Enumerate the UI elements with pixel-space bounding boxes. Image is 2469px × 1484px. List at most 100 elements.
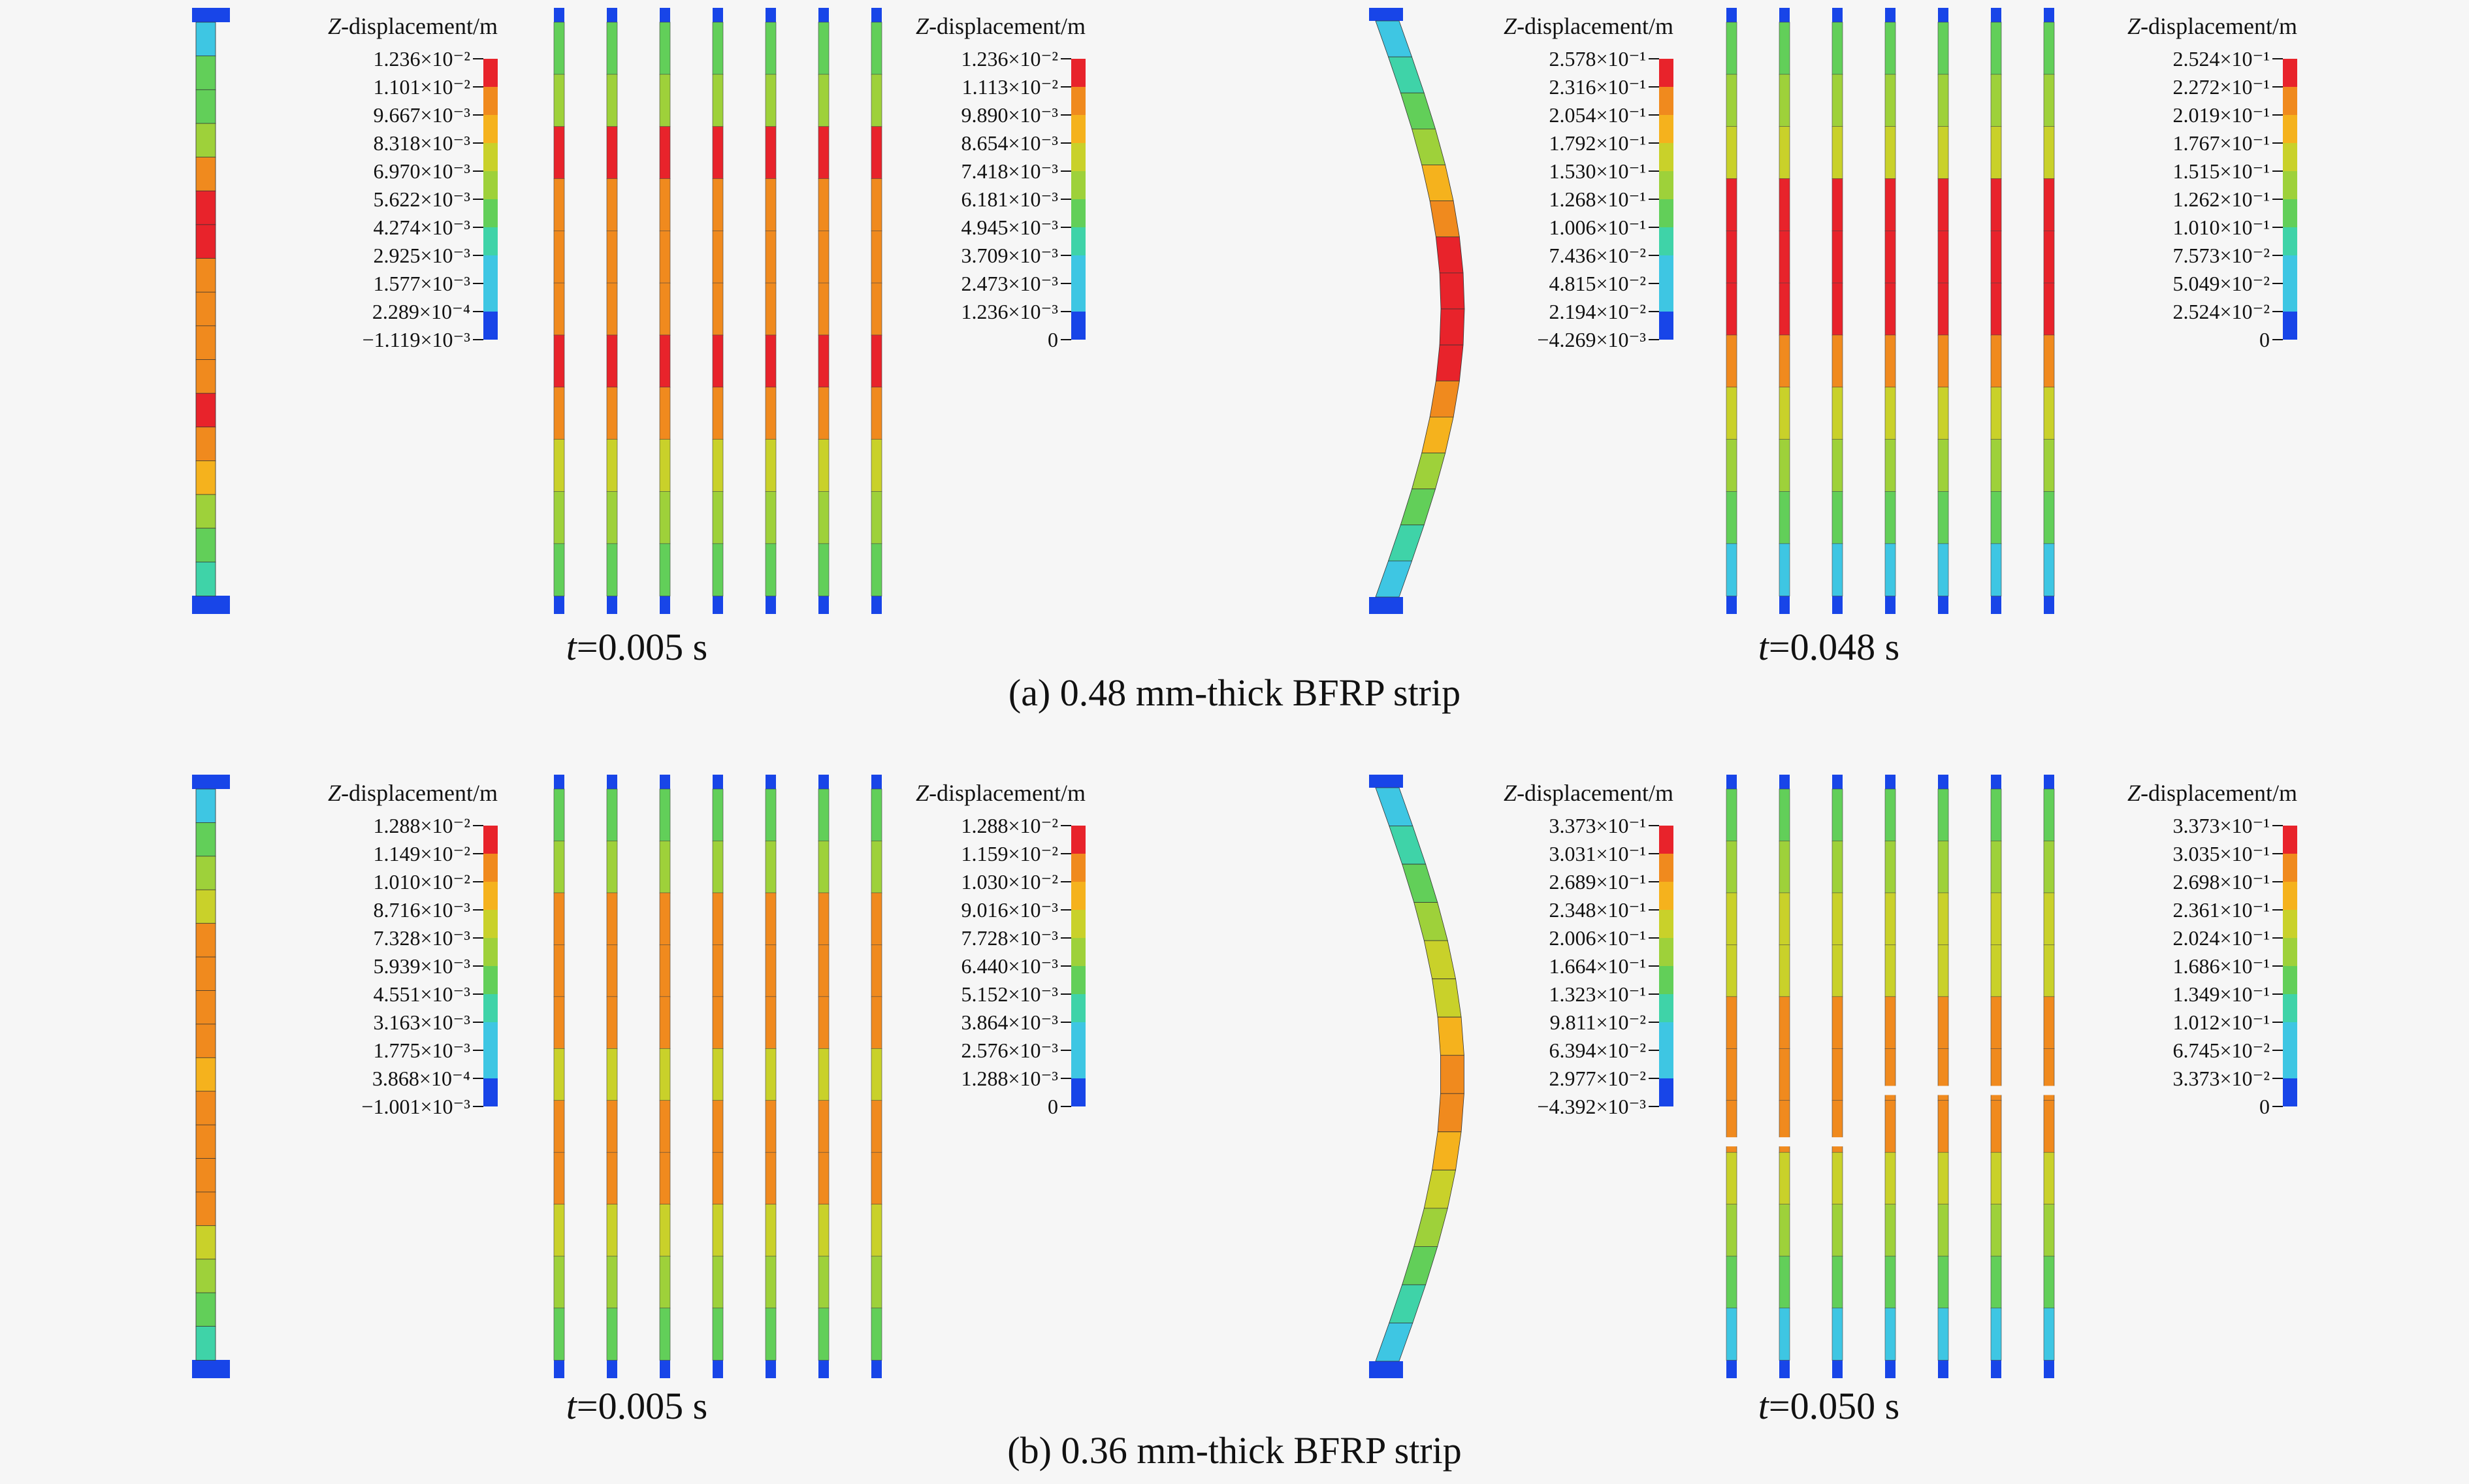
legend-color-band [2283, 994, 2297, 1022]
legend-value-label: 2.019×10⁻¹ [2172, 103, 2270, 127]
figure-row: Z-displacement/m1.288×10⁻²1.149×10⁻²1.01… [192, 775, 2297, 1472]
strip-segment [818, 841, 830, 894]
strip-segment [606, 1048, 618, 1101]
simulation-panel: Z-displacement/m2.578×10⁻¹2.316×10⁻¹2.05… [1369, 8, 2297, 668]
legend-title-text: -displacement/m [341, 780, 498, 806]
legend-title-variable: Z [1504, 13, 1517, 39]
legend-color-band [1659, 283, 1673, 312]
legend-color-band [1659, 1050, 1673, 1078]
strip-bottom-anchor [1991, 596, 2001, 614]
strip-top-anchor [1832, 8, 1843, 22]
strip-segment [712, 1100, 724, 1153]
side-view-segment [195, 1225, 216, 1260]
legend-value-label: 3.031×10⁻¹ [1549, 842, 1646, 865]
strip-segment [1779, 892, 1790, 946]
strip-segment [553, 1100, 565, 1153]
legend-color-band [1659, 1078, 1673, 1106]
strip-segment [1884, 334, 1896, 388]
strip-segment [553, 491, 565, 544]
side-view-segment [1437, 1016, 1464, 1056]
strip-segment [712, 1204, 724, 1257]
strip-segment [2043, 178, 2055, 232]
legend-title-variable: Z [2127, 13, 2141, 39]
time-variable: t [566, 626, 578, 668]
strip-top-anchor [871, 775, 882, 789]
strip-segment [765, 1204, 777, 1257]
legend-title-variable: Z [328, 13, 342, 39]
legend-value-label: 2.689×10⁻¹ [1549, 870, 1646, 894]
strip-segment [1779, 74, 1790, 127]
strip-segment [818, 178, 830, 232]
strip-segment [606, 1255, 618, 1309]
strip-segment [1937, 387, 1949, 440]
legend-color-band [1659, 115, 1673, 143]
strip-segment [1884, 1204, 1896, 1257]
strip-segment [606, 1308, 618, 1361]
strip-segment [765, 282, 777, 336]
strip-segment [871, 1308, 882, 1361]
strip-segment [2043, 543, 2055, 596]
simulation-panel: Z-displacement/m1.236×10⁻²1.101×10⁻²9.66… [192, 8, 1086, 668]
strip-segment [871, 387, 882, 440]
strip-segment [1990, 1204, 2002, 1257]
legend-value-label: 2.006×10⁻¹ [1549, 926, 1646, 950]
legend-color-band [483, 826, 498, 854]
row-caption: (b) 0.36 mm-thick BFRP strip [1007, 1429, 1462, 1472]
strip-bottom-anchor [1779, 596, 1790, 614]
strip-segment [1937, 543, 1949, 596]
strip-segment [1884, 1255, 1896, 1309]
strip-segment [1990, 543, 2002, 596]
strip-segment [1832, 788, 1843, 842]
strip-segment [1937, 841, 1949, 894]
strip-segment [659, 1152, 671, 1205]
strip-segment [712, 439, 724, 492]
strip-segment [606, 126, 618, 180]
strip-segment [1937, 491, 1949, 544]
legend-value-label: 1.159×10⁻² [961, 842, 1058, 865]
simulation-panel: Z-displacement/m3.373×10⁻¹3.031×10⁻¹2.68… [1369, 775, 2297, 1427]
legend-color-band [483, 115, 498, 143]
bfrp-strip [1725, 775, 1738, 1378]
legend-color-band [2283, 59, 2297, 87]
legend-color-band [2283, 87, 2297, 115]
legend-value-label: 2.054×10⁻¹ [1549, 103, 1646, 127]
legend-color-band [1071, 1022, 1086, 1050]
strip-segment [1726, 22, 1737, 75]
strip-bottom-anchor [1938, 1360, 1948, 1378]
strip-top-anchor [660, 775, 670, 789]
strip-segment [1779, 387, 1790, 440]
bfrp-strip [871, 8, 882, 614]
strip-segment [1726, 282, 1737, 336]
strip-segment [765, 74, 777, 127]
top-clamp [1369, 8, 1403, 21]
legend-color-band [1071, 312, 1086, 340]
strip-segment [659, 282, 671, 336]
side-view-segment [195, 393, 216, 428]
strip-segment [659, 387, 671, 440]
strip-segment [1726, 996, 1737, 1050]
time-value: =0.050 s [1769, 1385, 1899, 1427]
strip-segment [1726, 1308, 1737, 1361]
bottom-clamp [192, 596, 230, 614]
bfrp-strip [1831, 775, 1844, 1378]
side-view-segment [1387, 56, 1425, 93]
bfrp-strip [765, 8, 777, 614]
strip-segment [1884, 944, 1896, 997]
strip-segment [1779, 334, 1790, 388]
strip-segment [1832, 892, 1843, 946]
legend-value-label: 1.006×10⁻¹ [1549, 216, 1646, 239]
strip-segment [659, 788, 671, 842]
strip-top-anchor [713, 775, 723, 789]
side-view-segment [1423, 1169, 1457, 1209]
strip-segment [765, 841, 777, 894]
strip-segment [871, 841, 882, 894]
strip-segment [1726, 334, 1737, 388]
strip-segment [1884, 1308, 1896, 1361]
legend-value-label: 2.576×10⁻³ [961, 1039, 1058, 1062]
legend-value-label: 1.262×10⁻¹ [2172, 187, 2270, 211]
strip-top-anchor [2044, 775, 2054, 789]
legend-value-label: 1.236×10⁻² [373, 47, 470, 71]
legend-color-band [483, 882, 498, 910]
side-view-segment [195, 460, 216, 495]
side-view-segment [195, 123, 216, 158]
